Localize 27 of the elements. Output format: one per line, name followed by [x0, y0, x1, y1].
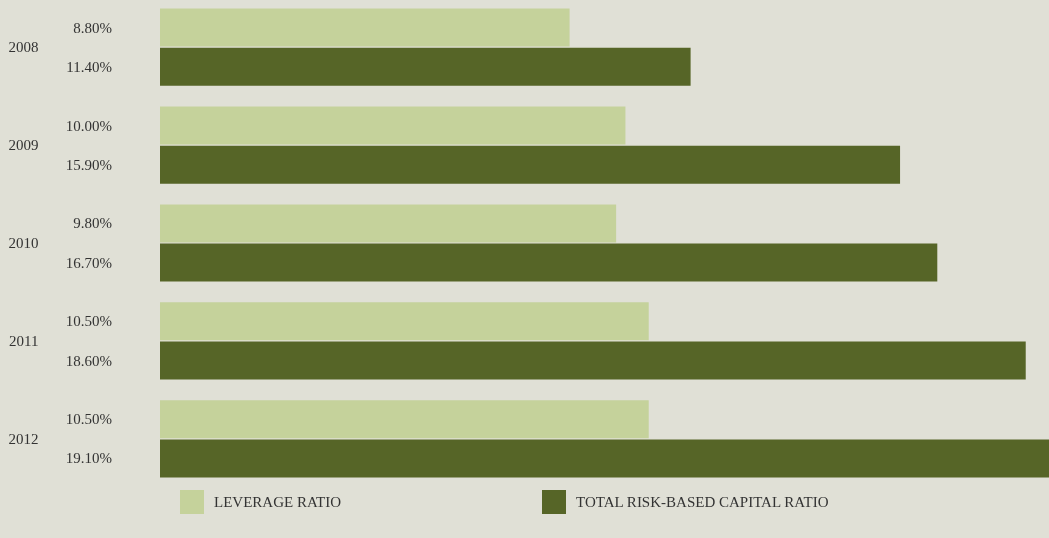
data-label: 15.90%: [65, 156, 112, 173]
data-label: 18.60%: [65, 352, 112, 369]
data-label: 16.70%: [65, 254, 112, 271]
data-label: 10.00%: [65, 117, 112, 134]
bar: [160, 400, 649, 439]
bar: [160, 106, 626, 145]
bar: [160, 243, 938, 282]
bar: [160, 47, 691, 86]
data-label: 9.80%: [73, 215, 112, 232]
y-tick-label: 2010: [8, 235, 39, 251]
y-tick-label: 2009: [8, 137, 39, 154]
bar: [160, 439, 1049, 478]
bar: [160, 8, 570, 47]
legend-label: TOTAL RISK-BASED CAPITAL RATIO: [576, 494, 829, 510]
bar: [160, 302, 649, 341]
y-tick-label: 2012: [8, 430, 39, 447]
legend-label: LEVERAGE RATIO: [214, 494, 342, 510]
bar: [160, 204, 617, 243]
data-label: 10.50%: [65, 313, 112, 330]
data-label: 11.40%: [66, 58, 112, 75]
y-tick-label: 2008: [8, 39, 39, 56]
y-tick-label: 2011: [9, 332, 39, 349]
data-label: 10.50%: [65, 411, 112, 428]
data-label: 8.80%: [73, 19, 112, 36]
data-label: 19.10%: [65, 450, 112, 467]
bar: [160, 341, 1026, 380]
bar: [160, 145, 901, 184]
